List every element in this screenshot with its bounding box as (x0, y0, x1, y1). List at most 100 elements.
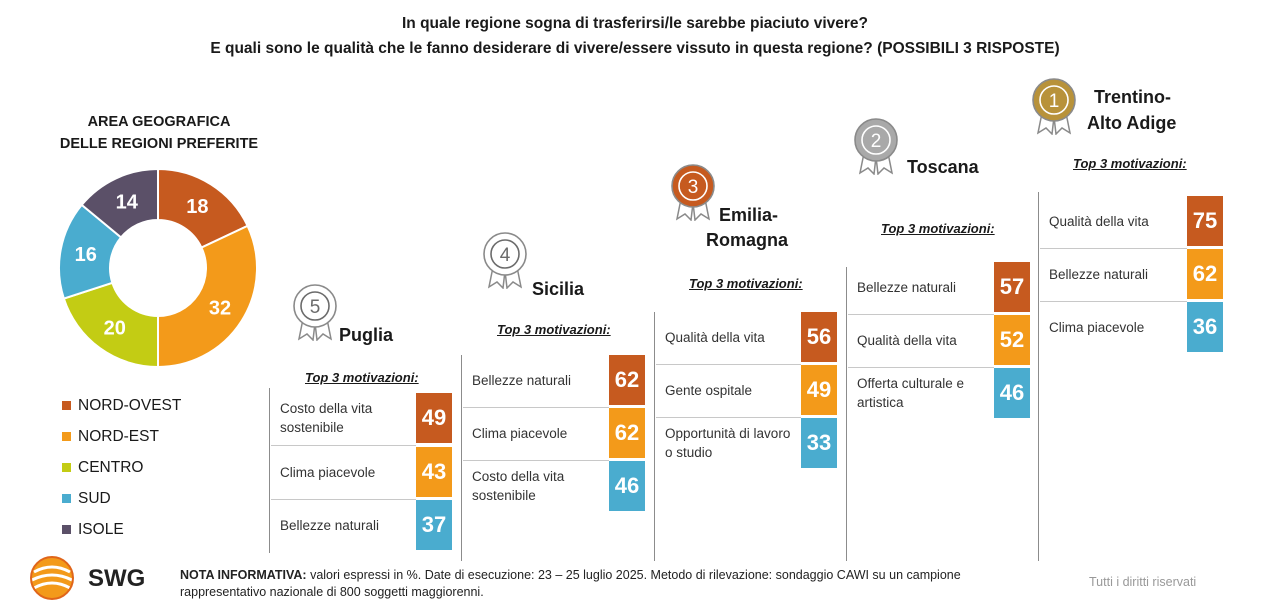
reason-row: Clima piacevole (472, 408, 602, 458)
reason-row: Costo della vita sostenibile (472, 461, 602, 511)
region-divider (1038, 192, 1039, 561)
legend-swatch (62, 525, 71, 534)
reason-value: 49 (416, 393, 452, 443)
row-separator (271, 445, 416, 446)
reason-label: Bellezze naturali (1049, 266, 1149, 282)
donut-legend: NORD-OVEST NORD-EST CENTRO SUD ISOLE (62, 390, 181, 545)
reason-value: 49 (801, 365, 837, 415)
legend-label: ISOLE (78, 520, 124, 538)
footnote: NOTA INFORMATIVA: valori espressi in %. … (180, 567, 961, 601)
reason-value: 46 (609, 461, 645, 511)
row-separator (1040, 248, 1187, 249)
reason-label: Opportunità di lavoro o studio (665, 426, 791, 460)
rank-number: 4 (500, 245, 511, 266)
reason-row: Offerta culturale e artistica (857, 368, 987, 418)
row-separator (271, 499, 416, 500)
reason-label: Costo della vita sostenibile (280, 401, 373, 435)
reason-row: Clima piacevole (1049, 302, 1179, 352)
chart-title-line-1: In quale regione sogna di trasferirsi/le… (401, 15, 868, 32)
donut-value-label: 14 (116, 191, 139, 213)
reason-value: 36 (1187, 302, 1223, 352)
reason-row: Qualità della vita (665, 312, 795, 362)
chart-title-line-2: E quali sono le qualità che le fanno des… (210, 40, 1060, 57)
row-separator (848, 314, 994, 315)
footnote-line-2: rappresentativo nazionale di 800 soggett… (180, 585, 484, 599)
row-separator (656, 364, 801, 365)
region-divider (269, 388, 270, 553)
region-divider (461, 355, 462, 561)
donut-slice-nord-est (157, 224, 258, 368)
reason-value: 33 (801, 418, 837, 468)
rights-reserved: Tutti i diritti riservati (1089, 575, 1197, 589)
legend-swatch (62, 432, 71, 441)
reason-value: 57 (994, 262, 1030, 312)
region-divider (654, 312, 655, 561)
row-separator (463, 460, 609, 461)
region-name: Sicilia (532, 279, 585, 299)
top3-heading: Top 3 motivazioni: (1073, 156, 1187, 171)
legend-swatch (62, 463, 71, 472)
legend-swatch (62, 494, 71, 503)
donut-title: AREA GEOGRAFICA DELLE REGIONI PREFERITE (30, 111, 288, 155)
reason-value: 62 (609, 355, 645, 405)
top3-heading: Top 3 motivazioni: (689, 276, 803, 291)
reason-label: Offerta culturale e artistica (857, 376, 965, 410)
rank-3-medal-icon: 3 (671, 164, 715, 221)
reason-row: Costo della vita sostenibile (280, 393, 410, 443)
area-donut-chart: 18 32 20 16 14 (58, 168, 258, 368)
reason-value: 43 (416, 447, 452, 497)
legend-item: SUD (62, 483, 181, 514)
reason-row: Clima piacevole (280, 447, 410, 497)
row-separator (1040, 301, 1187, 302)
legend-item: ISOLE (62, 514, 181, 545)
region-name: Emilia- (719, 205, 779, 225)
reason-label: Qualità della vita (665, 329, 765, 345)
region-name: Toscana (907, 157, 979, 177)
rank-1-medal-icon: 1 (1032, 78, 1076, 135)
reason-label: Clima piacevole (280, 464, 376, 480)
reason-label: Bellezze naturali (280, 517, 380, 533)
donut-slice-isole (80, 168, 159, 239)
rank-5-medal-icon: 5 (293, 284, 337, 341)
donut-title-line-1: AREA GEOGRAFICA (87, 114, 231, 130)
reason-label: Bellezze naturali (857, 279, 957, 295)
rank-number: 3 (688, 177, 699, 198)
reason-row: Bellezze naturali (1049, 249, 1179, 299)
reason-label: Bellezze naturali (472, 372, 572, 388)
reason-row: Bellezze naturali (280, 500, 410, 550)
reason-row: Bellezze naturali (857, 262, 987, 312)
donut-value-label: 20 (104, 317, 126, 339)
legend-label: CENTRO (78, 458, 144, 476)
region-divider (846, 267, 847, 561)
region-name: Puglia (339, 325, 394, 345)
swg-logo-icon (30, 556, 74, 600)
top3-heading: Top 3 motivazioni: (881, 221, 995, 236)
reason-value: 52 (994, 315, 1030, 365)
footnote-line-1: valori espressi in %. Date di esecuzione… (306, 568, 961, 582)
reason-row: Qualità della vita (1049, 196, 1179, 246)
reason-value: 75 (1187, 196, 1223, 246)
rank-2-medal-icon: 2 (854, 118, 898, 175)
reason-label: Clima piacevole (1049, 319, 1145, 335)
legend-item: CENTRO (62, 452, 181, 483)
donut-title-line-2: DELLE REGIONI PREFERITE (59, 136, 259, 152)
reason-row: Qualità della vita (857, 315, 987, 365)
donut-value-label: 32 (209, 297, 231, 319)
donut-value-label: 16 (75, 244, 97, 266)
reason-label: Qualità della vita (857, 332, 957, 348)
rank-number: 5 (310, 297, 321, 318)
top3-heading: Top 3 motivazioni: (497, 322, 611, 337)
swg-brand: SWG (88, 565, 146, 592)
reason-value: 37 (416, 500, 452, 550)
reason-value: 62 (1187, 249, 1223, 299)
rank-number: 1 (1049, 91, 1060, 112)
footnote-label: NOTA INFORMATIVA: (180, 568, 307, 582)
reason-row: Opportunità di lavoro o studio (665, 418, 795, 468)
reason-value: 46 (994, 368, 1030, 418)
reason-row: Gente ospitale (665, 365, 795, 415)
region-name: Trentino- (1094, 87, 1171, 107)
reason-label: Costo della vita sostenibile (472, 469, 565, 503)
row-separator (848, 367, 994, 368)
legend-label: NORD-OVEST (78, 396, 182, 414)
legend-label: SUD (78, 489, 111, 507)
